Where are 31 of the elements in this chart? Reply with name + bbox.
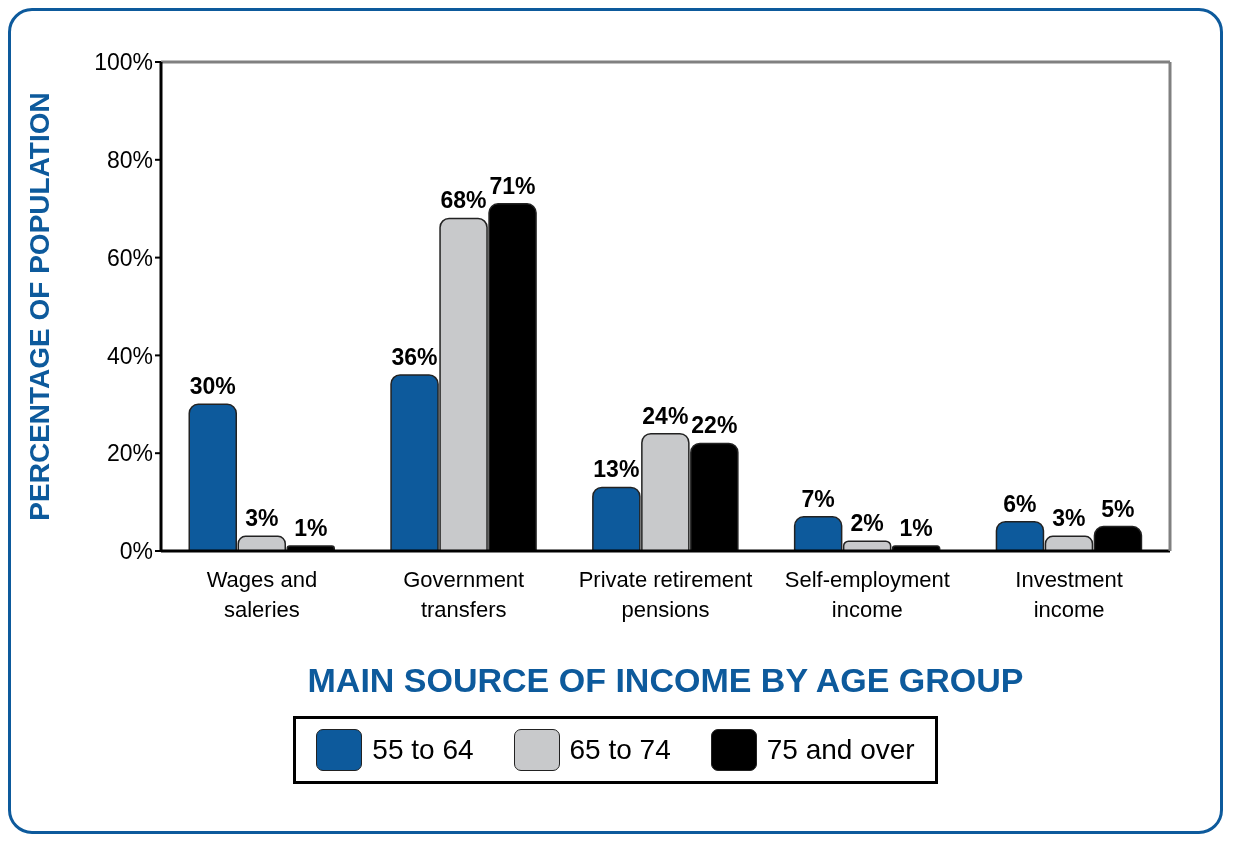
data-label: 30% — [189, 373, 236, 400]
data-label: 13% — [593, 456, 640, 483]
data-label: 68% — [440, 187, 487, 214]
y-tick-label: 60% — [106, 244, 153, 271]
data-label: 6% — [1003, 490, 1037, 517]
y-axis-title: PERCENTAGE OF POPULATION — [23, 92, 55, 521]
data-label: 1% — [294, 515, 328, 542]
x-tick-label: Self-employment income — [784, 567, 950, 622]
x-tick-label: Wages and saleries — [206, 567, 318, 622]
y-tick-label: 0% — [119, 538, 153, 565]
data-label: 22% — [691, 412, 738, 439]
y-tick-label: 20% — [106, 440, 153, 467]
data-label: 1% — [899, 515, 933, 542]
legend-label: 55 to 64 — [372, 734, 474, 766]
data-label: 36% — [391, 343, 438, 370]
y-tick-label: 40% — [106, 342, 153, 369]
data-label: 3% — [245, 505, 279, 532]
data-label: 71% — [489, 172, 536, 199]
data-label: 3% — [1052, 505, 1086, 532]
data-label: 5% — [1101, 495, 1135, 522]
x-tick-label: Government transfers — [403, 567, 525, 622]
x-tick-label: Private retirement pensions — [578, 567, 753, 622]
data-label: 7% — [801, 485, 835, 512]
data-label: 2% — [850, 510, 884, 537]
data-label: 24% — [642, 402, 689, 429]
y-tick-label: 80% — [106, 146, 153, 173]
x-tick-label: Investment income — [1015, 567, 1123, 622]
legend-label: 65 to 74 — [569, 734, 671, 766]
text: MAIN SOURCE OF INCOME BY AGE GROUP — [306, 661, 1025, 700]
legend-label: 75 and over — [766, 734, 915, 766]
y-tick-label: 100% — [94, 49, 153, 76]
